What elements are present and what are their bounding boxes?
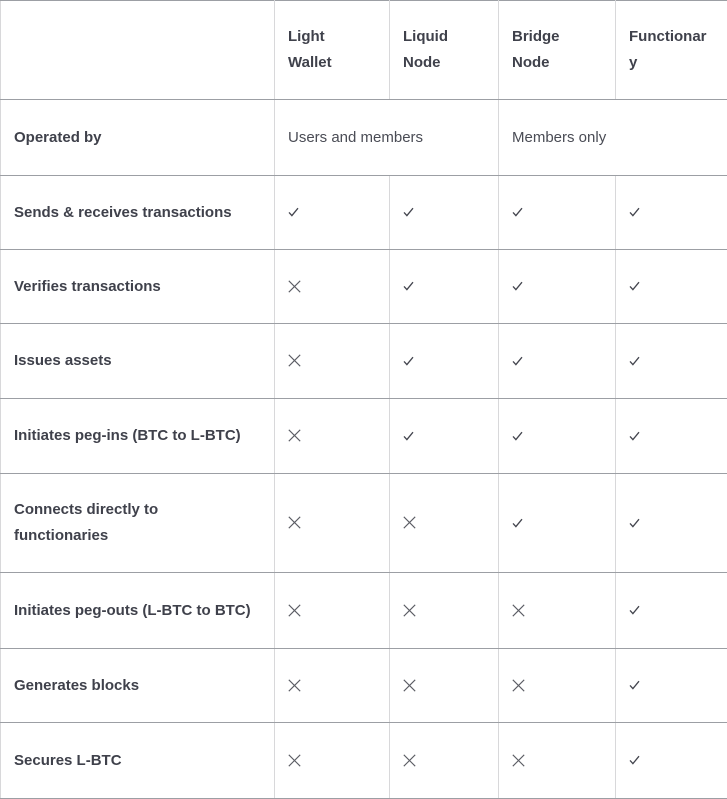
value-cell [390,573,499,649]
value-cell [499,250,616,324]
corner-cell [1,1,275,100]
value-cell [275,176,390,250]
table-header-row: Light Wallet Liquid Node Bridge Node Fun… [1,1,727,100]
check-icon [629,680,640,690]
value-cell [275,649,390,723]
check-icon [512,207,523,217]
column-header-liquid-node: Liquid Node [390,1,499,100]
value-cell [275,474,390,573]
check-icon [629,755,640,765]
table-row: Initiates peg-outs (L-BTC to BTC) [1,573,727,649]
value-cell [275,250,390,324]
check-icon [403,207,414,217]
value-cell [275,723,390,799]
check-icon [629,281,640,291]
cross-icon [288,754,301,767]
feature-label: Sends & receives transactions [1,176,275,250]
column-header-bridge-node: Bridge Node [499,1,616,100]
table-row: Verifies transactions [1,250,727,324]
value-cell [616,399,727,474]
value-cell [390,474,499,573]
value-cell [275,573,390,649]
table-row: Sends & receives transactions [1,176,727,250]
check-icon [403,356,414,366]
value-cell [616,573,727,649]
value-cell [275,399,390,474]
value-cell [390,176,499,250]
cross-icon [512,679,525,692]
value-cell [499,176,616,250]
value-cell [390,649,499,723]
check-icon [403,281,414,291]
cross-icon [512,754,525,767]
table-body: Operated by Users and members Members on… [1,100,727,799]
cross-icon [288,604,301,617]
value-cell [616,649,727,723]
check-icon [403,431,414,441]
cross-icon [288,354,301,367]
value-cell [616,474,727,573]
value-cell [616,176,727,250]
feature-label: Connects directly to functionaries [1,474,275,573]
value-cell [499,474,616,573]
check-icon [629,431,640,441]
check-icon [629,605,640,615]
cross-icon [288,679,301,692]
feature-label: Initiates peg-ins (BTC to L-BTC) [1,399,275,474]
operated-by-label: Operated by [1,100,275,176]
table-row: Secures L-BTC [1,723,727,799]
value-cell [275,324,390,399]
value-cell [499,573,616,649]
operated-by-row: Operated by Users and members Members on… [1,100,727,176]
check-icon [512,281,523,291]
value-cell [390,250,499,324]
value-cell [499,399,616,474]
check-icon [629,207,640,217]
check-icon [288,207,299,217]
check-icon [512,518,523,528]
check-icon [512,431,523,441]
value-cell [616,324,727,399]
feature-label: Initiates peg-outs (L-BTC to BTC) [1,573,275,649]
cross-icon [403,604,416,617]
value-cell [499,723,616,799]
value-cell [616,250,727,324]
cross-icon [403,754,416,767]
check-icon [629,518,640,528]
table-row: Initiates peg-ins (BTC to L-BTC) [1,399,727,474]
check-icon [629,356,640,366]
table-row: Generates blocks [1,649,727,723]
cross-icon [288,280,301,293]
check-icon [512,356,523,366]
value-cell [616,723,727,799]
column-header-light-wallet: Light Wallet [275,1,390,100]
feature-label: Issues assets [1,324,275,399]
value-cell [499,649,616,723]
value-cell [390,723,499,799]
value-cell [390,399,499,474]
cross-icon [403,679,416,692]
value-cell [390,324,499,399]
feature-label: Secures L-BTC [1,723,275,799]
cross-icon [512,604,525,617]
feature-label: Generates blocks [1,649,275,723]
table-row: Issues assets [1,324,727,399]
cross-icon [288,429,301,442]
operated-by-members-cell: Members only [499,100,727,176]
cross-icon [288,516,301,529]
value-cell [499,324,616,399]
cross-icon [403,516,416,529]
table-row: Connects directly to functionaries [1,474,727,573]
column-header-functionary: Functionary [616,1,727,100]
feature-label: Verifies transactions [1,250,275,324]
operated-by-users-cell: Users and members [275,100,499,176]
